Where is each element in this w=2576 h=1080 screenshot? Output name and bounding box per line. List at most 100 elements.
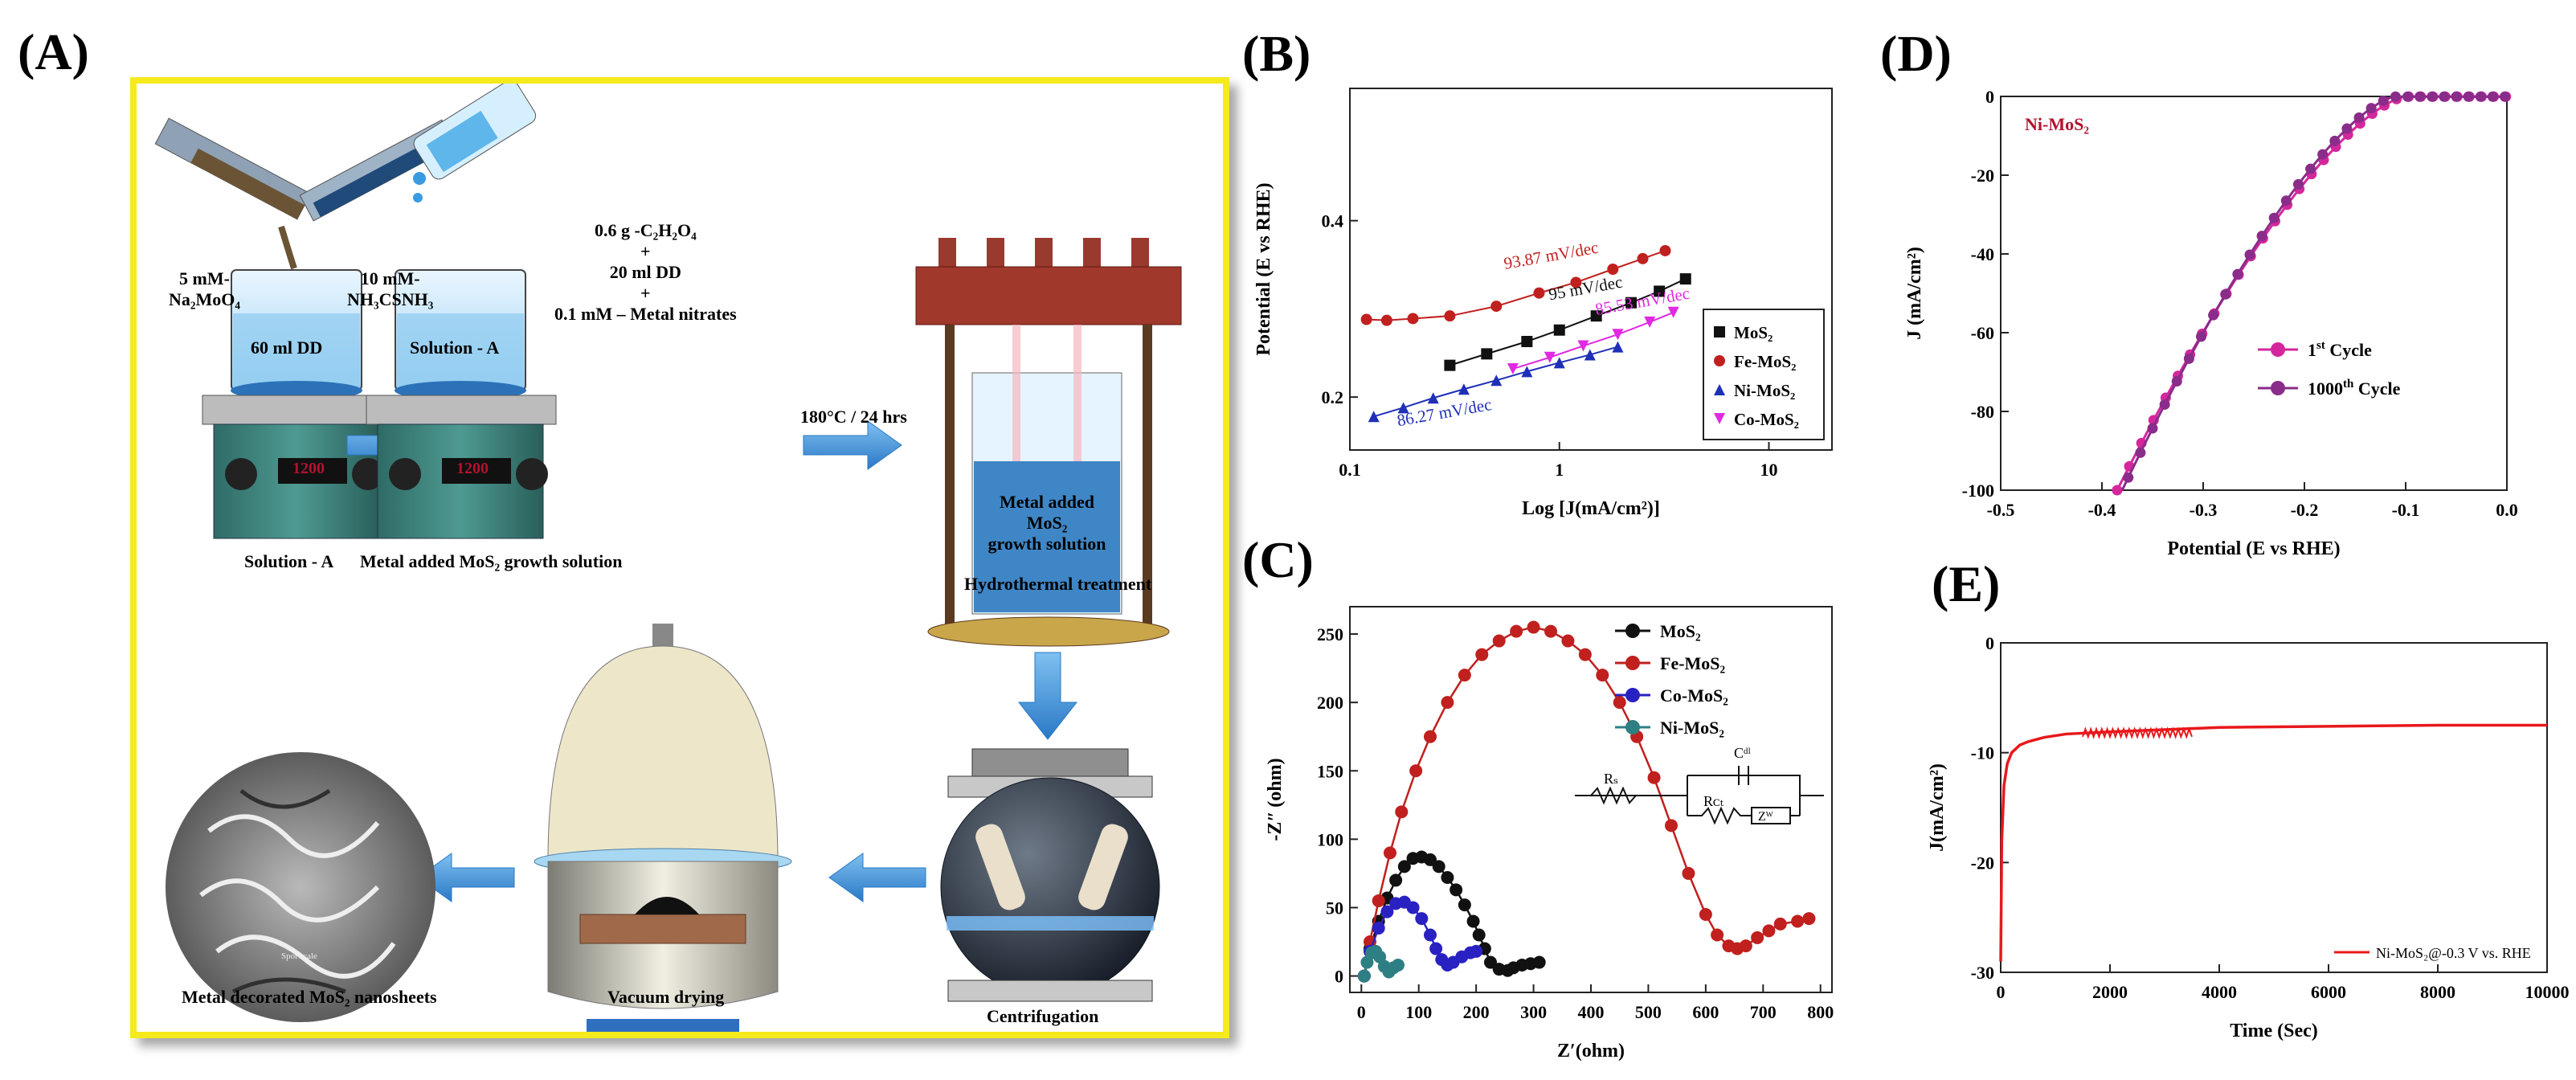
legend-marker-Co-MoS₂ — [1625, 688, 1640, 702]
fit-line-MoS₂ — [1450, 278, 1687, 366]
y-tick-label: -40 — [1971, 244, 1994, 264]
chart-c-nyquist: 0 100 200 300 400 500 600 700 800 0 50 100 150 200 250… — [1265, 606, 1834, 1062]
data-point-1000th Cycle — [2439, 91, 2450, 102]
data-point-1000th Cycle — [2183, 353, 2194, 364]
circuit-inset: Rₛ Cᵈˡ Rᴄₜ Zᵂ — [1575, 745, 1824, 825]
data-point-1000th Cycle — [2305, 163, 2316, 174]
data-point-Fe-MoS₂ — [1475, 648, 1489, 661]
reagent-tube-1 — [154, 117, 312, 270]
autoclave — [915, 238, 1182, 647]
data-point-Co-MoS₂ — [1380, 905, 1394, 918]
legend-label: Co-MoS₂ — [1734, 410, 1799, 429]
legend-marker-Co-MoS₂ — [1714, 413, 1725, 424]
x-tick-label: 10 — [1760, 460, 1778, 480]
data-point-Co-MoS₂ — [1667, 306, 1679, 318]
x-tick-label: 0 — [1997, 982, 2006, 1002]
data-point-MoS₂ — [1432, 860, 1445, 873]
data-point-Fe-MoS₂ — [1441, 696, 1454, 710]
y-axis-label: J(mA/cm²) — [1928, 763, 1948, 852]
legend-label: Co-MoS₂ — [1660, 685, 1728, 706]
data-point-1000th Cycle — [2256, 231, 2267, 242]
additives-label: 0.6 g -C₂H₂O₄ + 20 ml DD + 0.1 mM – Metal … — [554, 220, 737, 324]
data-point-Fe-MoS₂ — [1613, 696, 1626, 710]
data-point-Fe-MoS₂ — [1699, 907, 1712, 921]
data-point-MoS₂ — [1458, 898, 1471, 912]
data-point-Fe-MoS₂ — [1409, 764, 1423, 778]
x-tick-label: 100 — [1405, 1002, 1432, 1022]
plot-frame — [1349, 88, 1833, 451]
data-point-Co-MoS₂ — [1415, 912, 1429, 926]
data-point-Fe-MoS₂ — [1510, 624, 1523, 638]
panel-label-a: (A) — [18, 23, 89, 80]
x-tick-label: -0.4 — [2088, 500, 2116, 520]
data-point-1000th Cycle — [2232, 268, 2243, 280]
condition-label: 180°C / 24 hrs — [800, 407, 907, 427]
legend-label: MoS₂ — [1734, 323, 1773, 342]
data-point-Ni-MoS₂ — [1392, 958, 1405, 972]
y-tick-label: 0 — [1985, 633, 1994, 653]
x-axis-label: Log [J(mA/cm²)] — [1522, 498, 1660, 519]
data-point-1st Cycle — [2112, 485, 2123, 496]
legend-marker-Ni-MoS₂ — [1714, 384, 1725, 395]
x-tick-label: -0.2 — [2291, 500, 2319, 520]
data-point-Fe-MoS₂ — [1544, 624, 1557, 638]
pouring-flask — [413, 84, 537, 202]
data-point-Co-MoS₂ — [1429, 942, 1443, 955]
data-point-MoS₂ — [1397, 860, 1411, 873]
data-point-Fe-MoS₂ — [1395, 805, 1409, 819]
y-tick-label: 0 — [1335, 967, 1343, 987]
data-point-Ni-MoS₂ — [1357, 969, 1371, 983]
x-tick-label: 2000 — [2092, 982, 2128, 1002]
x-tick-label: 400 — [1578, 1002, 1605, 1022]
centrifuge — [940, 748, 1160, 1002]
series-line-1st Cycle — [2116, 95, 2506, 491]
caption-centrifugation: Centrifugation — [987, 1006, 1099, 1026]
legend-label: 1000th Cycle — [2308, 378, 2401, 399]
data-point-MoS₂ — [1532, 955, 1546, 969]
data-point-Fe-MoS₂ — [1773, 917, 1787, 931]
data-point-MoS₂ — [1679, 273, 1691, 285]
data-point-1000th Cycle — [2487, 91, 2498, 102]
legend-label: Ni-MoS₂ — [1734, 381, 1795, 400]
data-point-Co-MoS₂ — [1470, 944, 1483, 958]
panel-label-e: (E) — [1932, 555, 2001, 612]
y-tick-label: -100 — [1962, 481, 1994, 501]
label-rct: Rᴄₜ — [1703, 793, 1724, 809]
x-tick-label: 700 — [1750, 1002, 1777, 1022]
x-tick-label: 200 — [1463, 1002, 1490, 1022]
legend-marker-Ni-MoS₂ — [1625, 720, 1640, 734]
legend-label: Ni-MoS₂ — [1660, 718, 1724, 738]
caption-vacuum-drying: Vacuum drying — [607, 987, 725, 1007]
x-tick-label: 0.0 — [2496, 500, 2518, 520]
resistor-rct — [1687, 806, 1752, 825]
y-tick-label: 150 — [1317, 761, 1343, 781]
series-line-1000th Cycle — [2120, 95, 2505, 491]
y-tick-label: -10 — [1971, 743, 1994, 763]
data-point-1000th Cycle — [2341, 123, 2353, 134]
x-tick-label: 10000 — [2525, 982, 2570, 1002]
x-tick-label: -0.1 — [2392, 500, 2420, 520]
y-tick-label: 100 — [1317, 829, 1343, 849]
data-point-1000th Cycle — [2329, 135, 2341, 146]
x-axis-label: Potential (E vs RHE) — [2167, 538, 2340, 559]
x-tick-label: 0.1 — [1339, 460, 1361, 480]
data-point-Fe-MoS₂ — [1424, 730, 1437, 743]
y-tick-label: 0 — [1985, 87, 1994, 107]
y-tick-label: -80 — [1971, 402, 1994, 422]
circuit-wire — [1687, 775, 1801, 816]
chart-e-stability: 0 2000 4000 6000 8000 10000 -30 -20 -10 0 Time (Se… — [1928, 633, 2570, 1041]
series-noise — [2082, 726, 2193, 739]
legend-label: 1st Cycle — [2308, 339, 2372, 360]
data-point-Ni-MoS₂ — [1612, 341, 1624, 353]
x-tick-label: 600 — [1692, 1002, 1719, 1022]
label-cdl: Cᵈˡ — [1734, 745, 1751, 761]
legend-label: Fe-MoS₂ — [1660, 653, 1726, 673]
stirrer-1-display: 1200 — [292, 460, 325, 477]
data-point-MoS₂ — [1424, 853, 1437, 866]
x-tick-label: 6000 — [2311, 982, 2346, 1002]
data-point-1000th Cycle — [2414, 91, 2426, 102]
arrow-2 — [803, 420, 902, 470]
data-point-1000th Cycle — [2463, 91, 2474, 102]
fit-line-Fe-MoS₂ — [1366, 250, 1666, 321]
legend-marker-Fe-MoS₂ — [1625, 656, 1640, 670]
